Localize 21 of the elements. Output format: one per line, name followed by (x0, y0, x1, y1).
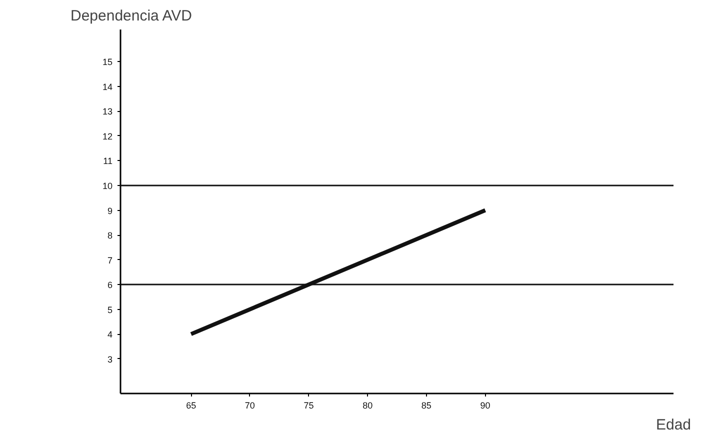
y-tick-label: 6 (107, 280, 113, 290)
y-tick-label: 3 (107, 354, 113, 364)
y-tick-label: 7 (107, 255, 113, 266)
y-tick-label: 8 (107, 230, 113, 241)
y-tick-label: 12 (102, 131, 113, 142)
x-tick-label: 70 (244, 400, 255, 410)
x-tick-label: 90 (480, 400, 490, 410)
y-tick-label: 10 (102, 181, 113, 191)
y-tick-label: 4 (107, 330, 113, 340)
x-axis-title: Edad (656, 416, 692, 434)
y-tick-label: 5 (107, 304, 113, 315)
x-tick-label: 80 (362, 400, 373, 410)
x-tick-label: 65 (186, 400, 196, 410)
y-tick-label: 14 (102, 82, 113, 92)
y-axis-title: Dependencia AVD (70, 8, 192, 24)
y-tick-label: 11 (103, 156, 112, 166)
x-tick-label: 85 (421, 400, 432, 410)
y-tick-label: 13 (102, 106, 113, 117)
x-tick-label: 75 (304, 400, 314, 410)
y-tick-label: 9 (107, 206, 113, 216)
y-tick-label: 15 (102, 57, 113, 68)
